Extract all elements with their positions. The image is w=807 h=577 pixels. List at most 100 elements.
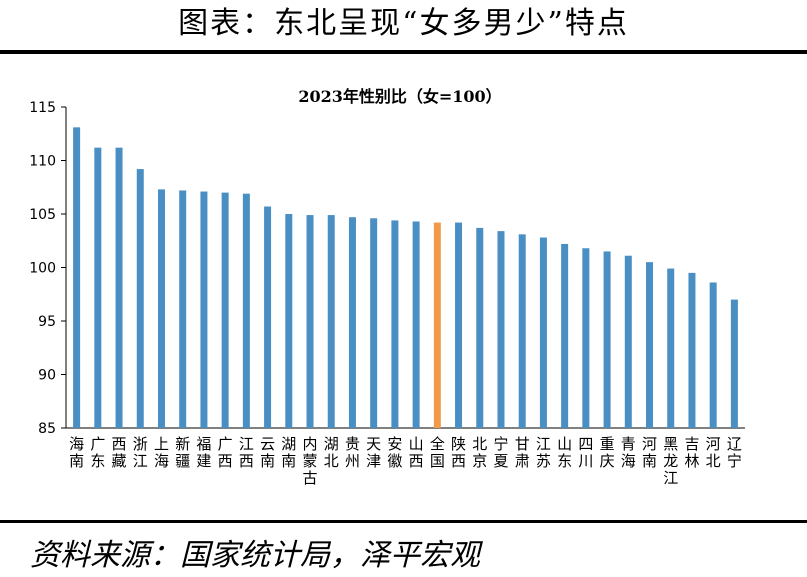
bar [646,262,654,428]
bar [348,217,356,428]
x-tick-label: 南 [642,452,657,470]
x-tick-label: 重 [600,435,615,453]
x-tick-label: 林 [684,452,699,470]
bar [476,227,484,428]
x-tick-label: 宁 [493,435,508,453]
x-tick-label: 海 [69,435,84,453]
bar [539,237,547,428]
bar [624,255,632,428]
bar [115,147,123,428]
x-tick-label: 海 [154,452,169,470]
x-tick-label: 南 [69,452,84,470]
y-tick-label: 115 [29,100,56,116]
x-tick-label: 东 [557,452,572,470]
bar [561,243,569,428]
x-tick-label: 吉 [684,435,699,453]
bar [433,222,441,428]
x-tick-label: 云 [260,435,275,453]
x-tick-label: 福 [196,435,211,453]
bar [179,190,187,428]
x-tick-label: 河 [706,435,721,453]
x-tick-label: 山 [557,435,572,453]
x-tick-label: 河 [642,435,657,453]
bar [221,192,229,428]
x-tick-label: 上 [154,435,169,453]
chart-title: 2023年性别比（女=100） [298,87,501,106]
x-tick-label: 津 [366,452,381,470]
x-tick-label: 内 [303,435,318,453]
bar [200,191,208,428]
x-tick-label: 宁 [727,452,742,470]
x-tick-label: 建 [196,452,211,470]
x-tick-label: 安 [387,435,402,453]
y-tick-label: 100 [29,261,56,277]
bar [391,220,399,428]
bar [688,272,696,428]
x-tick-label: 北 [472,435,487,453]
x-tick-label: 江 [536,435,551,453]
x-tick-label: 湖 [324,435,339,453]
x-tick-label: 藏 [112,452,127,470]
x-tick-label: 川 [578,452,593,470]
x-tick-label: 古 [303,469,318,487]
x-tick-label: 京 [472,452,487,470]
x-tick-label: 湖 [281,435,296,453]
source-note: 资料来源：国家统计局，泽平宏观 [30,538,480,573]
x-tick-label: 龙 [663,452,678,470]
x-tick-label: 广 [90,435,105,453]
bar [518,234,526,428]
x-tick-label: 辽 [727,435,742,453]
bar [412,221,420,428]
x-tick-label: 西 [409,452,424,470]
x-tick-label: 江 [133,452,148,470]
x-tick-label: 蒙 [303,452,318,470]
x-tick-label: 浙 [133,435,148,453]
bar [730,299,738,428]
bar [94,147,102,428]
x-tick-label: 青 [621,435,636,453]
bar [242,193,250,428]
y-axis: 85 90 95 100 105 110 115 [29,100,745,437]
x-tick-label: 江 [663,469,678,487]
bar [603,251,611,428]
bar [73,127,81,428]
y-tick-label: 110 [29,154,56,170]
x-tick-label: 山 [409,435,424,453]
x-tick-label: 贵 [345,435,360,453]
x-axis-labels: 海南广东西藏浙江上海新疆福建广西江西云南湖南内蒙古湖北贵州天津安徽山西全国陕西北… [69,435,742,487]
x-tick-label: 北 [706,452,721,470]
bar [157,189,165,428]
bar [667,268,675,428]
y-tick-label: 105 [29,207,56,223]
x-tick-label: 苏 [536,452,551,470]
bar [370,218,378,428]
bar [327,215,335,428]
x-tick-label: 甘 [515,435,530,453]
bar [709,282,717,428]
x-tick-label: 西 [218,452,233,470]
y-tick-label: 95 [38,314,56,330]
x-tick-label: 海 [621,452,636,470]
bottom-rule [0,520,807,523]
x-tick-label: 徽 [387,452,402,470]
x-tick-label: 西 [451,452,466,470]
x-tick-label: 陕 [451,435,466,453]
x-tick-label: 全 [430,435,445,453]
x-tick-label: 北 [324,452,339,470]
y-tick-label: 85 [38,421,56,437]
top-rule [0,50,807,54]
x-tick-label: 州 [345,452,360,470]
x-tick-label: 东 [90,452,105,470]
page-title: 图表：东北呈现“女多男少”特点 [178,6,629,41]
x-tick-label: 疆 [175,452,190,470]
x-tick-label: 黑 [663,435,678,453]
x-tick-label: 南 [281,452,296,470]
bar [497,231,505,428]
bars [73,127,738,428]
x-tick-label: 四 [578,435,593,453]
bar [285,214,293,428]
bar [455,222,463,428]
bar [306,215,314,428]
bar [582,248,590,428]
